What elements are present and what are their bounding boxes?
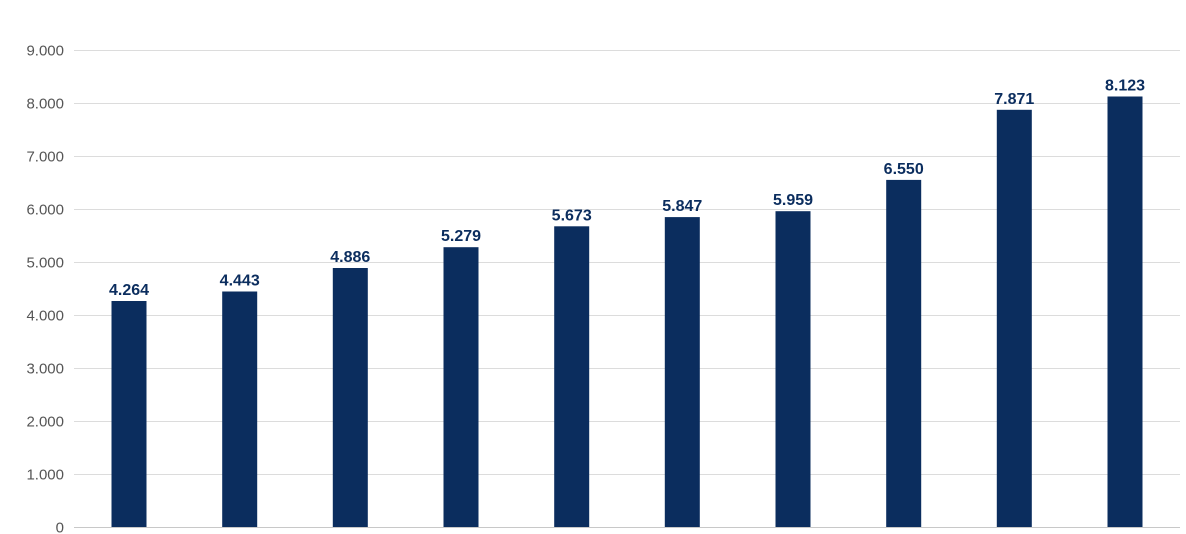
y-tick-label: 6.000 bbox=[26, 202, 64, 219]
y-tick-label: 0 bbox=[56, 520, 64, 534]
bar-value-label: 4.443 bbox=[220, 273, 260, 290]
bar-value-label: 4.264 bbox=[109, 282, 149, 299]
bar bbox=[111, 301, 147, 527]
y-tick-label: 9.000 bbox=[26, 43, 64, 60]
y-tick-label: 3.000 bbox=[26, 361, 64, 378]
bar bbox=[886, 179, 922, 527]
bar-value-label: 5.959 bbox=[773, 192, 813, 209]
bar bbox=[1107, 96, 1143, 527]
y-tick-label: 4.000 bbox=[26, 308, 64, 325]
bar bbox=[443, 247, 479, 527]
bar-value-label: 5.279 bbox=[441, 228, 481, 245]
bar bbox=[554, 226, 590, 528]
data-labels: 4.264 4.443 4.886 5.279 5.673 5.847 5.959 6.550… bbox=[109, 78, 1145, 300]
y-tick-label: 1.000 bbox=[26, 467, 64, 484]
bar-value-label: 4.886 bbox=[330, 249, 370, 266]
bar-value-label: 5.847 bbox=[662, 198, 702, 215]
bar bbox=[775, 211, 811, 527]
y-axis-tick-labels: 0 1.000 2.000 3.000 4.000 5.000 6.000 7.000 8.00… bbox=[26, 43, 64, 534]
bar bbox=[222, 291, 258, 527]
y-tick-label: 7.000 bbox=[26, 149, 64, 166]
bar-value-label: 5.673 bbox=[552, 207, 592, 224]
bars bbox=[111, 96, 1143, 528]
bar-value-label: 6.550 bbox=[884, 161, 924, 178]
y-tick-label: 8.000 bbox=[26, 96, 64, 113]
gridlines bbox=[74, 50, 1180, 528]
bar bbox=[332, 268, 368, 527]
bar bbox=[996, 109, 1032, 528]
bar-value-label: 8.123 bbox=[1105, 78, 1145, 95]
bar bbox=[664, 217, 700, 527]
y-tick-label: 5.000 bbox=[26, 255, 64, 272]
bar-value-label: 7.871 bbox=[994, 91, 1034, 108]
y-tick-label: 2.000 bbox=[26, 414, 64, 431]
